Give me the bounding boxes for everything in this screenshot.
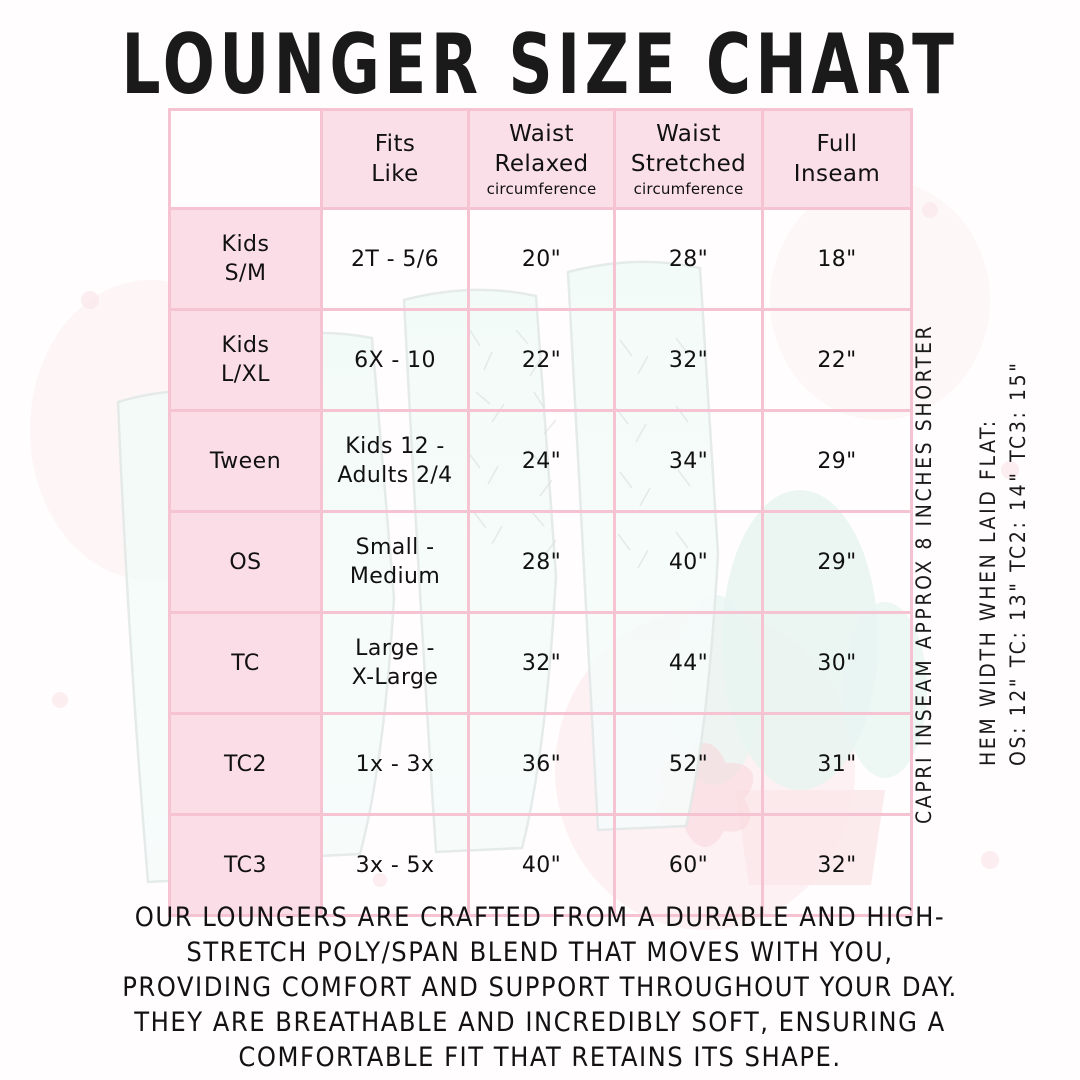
cell-fits-like: Small - Medium [320,510,470,614]
size-chart-table-container: Fits Like Waist Relaxed circumference Wa… [168,108,913,917]
header-line-2: Inseam [793,161,881,187]
fits-line-1: Large - [355,636,435,661]
cell-full-inseam: 18" [761,207,913,311]
row-size-label: TC [168,611,323,715]
size-line-1: Tween [209,448,282,474]
fits-line-1: 6X - 10 [354,347,436,373]
column-header-fits-like: Fits Like [320,108,470,210]
table-header-row: Fits Like Waist Relaxed circumference Wa… [168,108,913,210]
header-line-2: Stretched [630,151,747,177]
fits-line-2: Adults 2/4 [337,463,453,488]
cell-waist-stretched: 32" [613,308,764,412]
size-line-2: L/XL [221,362,270,387]
fits-line-2: X-Large [351,665,439,690]
header-line-1: Waist [509,121,574,147]
page-title: LOUNGER SIZE CHART [121,16,959,114]
cell-waist-relaxed: 32" [467,611,616,715]
fits-line-1: 1x - 3x [355,751,435,777]
cell-waist-stretched: 44" [613,611,764,715]
header-line-1: Waist [656,121,721,147]
table-row: Tween Kids 12 - Adults 2/4 24" 34" 29" [168,409,913,513]
cell-waist-relaxed: 36" [467,712,616,816]
footer-line-4: THEY ARE BREATHABLE AND INCREDIBLY SOFT,… [134,1007,946,1038]
size-line-1: Kids [221,333,270,358]
cell-full-inseam: 31" [761,712,913,816]
side-note-hem-width-values: OS: 12" TC: 13" TC2: 14" TC3: 15" [1006,360,1030,766]
footer-line-1: OUR LOUNGERS ARE CRAFTED FROM A DURABLE … [134,902,946,933]
footer-line-2: STRETCH POLY/SPAN BLEND THAT MOVES WITH … [186,937,894,968]
size-line-1: TC3 [223,852,267,878]
cell-fits-like: 6X - 10 [320,308,470,412]
table-corner-blank [168,108,323,210]
cell-fits-like: Large - X-Large [320,611,470,715]
column-header-waist-stretched: Waist Stretched circumference [613,108,764,210]
cell-fits-like: 1x - 3x [320,712,470,816]
cell-waist-stretched: 34" [613,409,764,513]
fits-line-2: Medium [349,564,441,589]
cell-full-inseam: 22" [761,308,913,412]
header-line-2: Like [371,161,419,187]
row-size-label: OS [168,510,323,614]
fits-line-1: Kids 12 - [345,434,445,459]
row-size-label: Tween [168,409,323,513]
row-size-label: TC2 [168,712,323,816]
cell-full-inseam: 29" [761,510,913,614]
cell-fits-like: 2T - 5/6 [320,207,470,311]
size-line-1: OS [229,549,262,575]
header-line-1: Fits [374,131,416,157]
header-line-2: Relaxed [494,151,589,177]
header-subtitle: circumference [633,180,744,198]
cell-waist-relaxed: 28" [467,510,616,614]
fits-line-1: 2T - 5/6 [351,246,439,272]
side-note-capri-inseam: CAPRI INSEAM APPROX 8 INCHES SHORTER [912,323,936,824]
footer-line-5: COMFORTABLE FIT THAT RETAINS ITS SHAPE. [238,1042,842,1073]
size-line-2: S/M [224,261,267,286]
cell-fits-like: Kids 12 - Adults 2/4 [320,409,470,513]
fits-line-1: Small - [355,535,435,560]
cell-full-inseam: 30" [761,611,913,715]
cell-waist-stretched: 52" [613,712,764,816]
cell-waist-stretched: 28" [613,207,764,311]
row-size-label: Kids L/XL [168,308,323,412]
column-header-waist-relaxed: Waist Relaxed circumference [467,108,616,210]
size-line-1: TC [231,650,260,676]
size-chart-table: Fits Like Waist Relaxed circumference Wa… [168,108,913,917]
cell-full-inseam: 29" [761,409,913,513]
cell-waist-relaxed: 20" [467,207,616,311]
footer-line-3: PROVIDING COMFORT AND SUPPORT THROUGHOUT… [122,972,958,1003]
table-row: Kids L/XL 6X - 10 22" 32" 22" [168,308,913,412]
side-note-hem-width-label: HEM WIDTH WHEN LAID FLAT: [976,418,1000,766]
table-row: TC Large - X-Large 32" 44" 30" [168,611,913,715]
cell-waist-relaxed: 24" [467,409,616,513]
table-row: OS Small - Medium 28" 40" 29" [168,510,913,614]
row-size-label: Kids S/M [168,207,323,311]
size-line-1: TC2 [223,751,267,777]
table-row: TC2 1x - 3x 36" 52" 31" [168,712,913,816]
column-header-full-inseam: Full Inseam [761,108,913,210]
size-line-1: Kids [221,232,270,257]
header-subtitle: circumference [486,180,597,198]
fits-line-1: 3x - 5x [355,852,435,878]
table-row: Kids S/M 2T - 5/6 20" 28" 18" [168,207,913,311]
cell-waist-relaxed: 22" [467,308,616,412]
footer-description: OUR LOUNGERS ARE CRAFTED FROM A DURABLE … [0,900,1080,1075]
cell-waist-stretched: 40" [613,510,764,614]
header-line-1: Full [816,131,858,157]
